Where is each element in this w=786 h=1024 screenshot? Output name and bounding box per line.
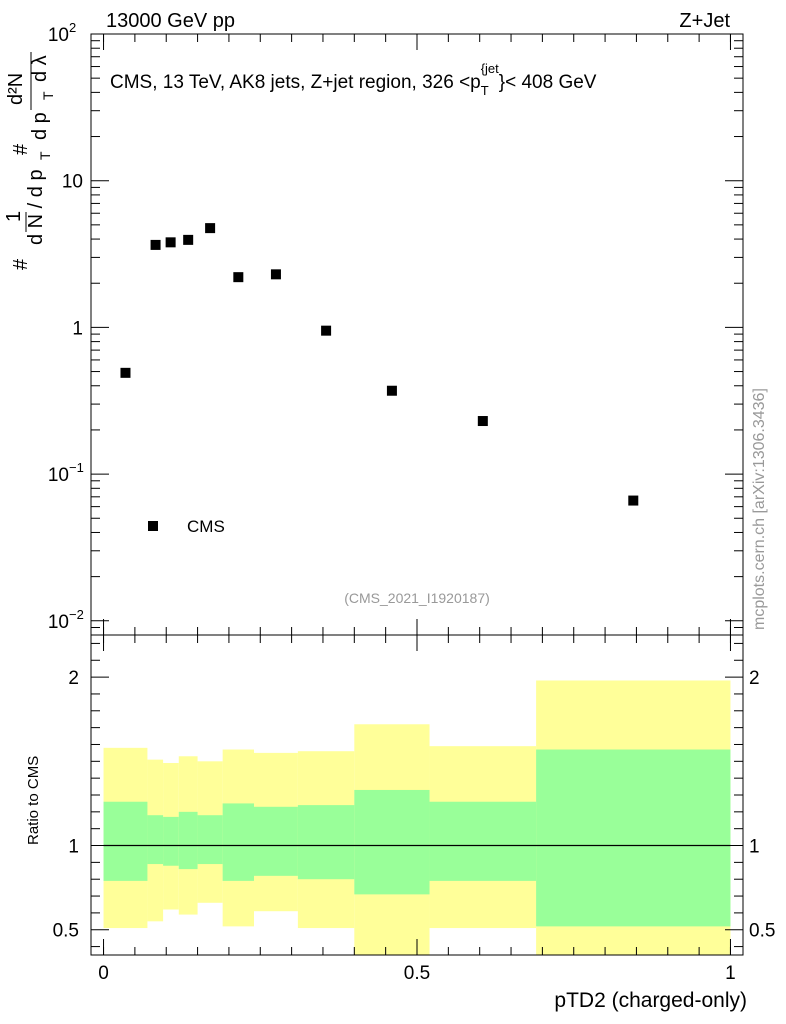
svg-text:#: #: [10, 258, 32, 270]
x-tick-label: 0.5: [404, 963, 430, 984]
stat-band-bin-3: [178, 811, 198, 870]
y-tick-label: 10: [48, 465, 69, 486]
svg-text:T: T: [40, 91, 56, 100]
y-tick-label: 10: [62, 172, 83, 193]
svg-text:1: 1: [3, 211, 25, 222]
x-axis-label: pTD2 (charged-only): [554, 989, 747, 1012]
stat-band-bin-10: [536, 749, 731, 927]
stat-band-bin-0: [103, 801, 148, 881]
svg-text:d N / d p: d N / d p: [25, 169, 47, 245]
plot-title-sub: T: [481, 83, 489, 98]
cms-data-point: [628, 495, 639, 506]
y-tick-label: 10: [48, 612, 69, 633]
legend-marker: [148, 521, 158, 531]
header-right: Z+Jet: [679, 10, 730, 32]
cms-data-point: [120, 367, 131, 378]
stat-band-bin-5: [222, 803, 254, 881]
stat-band-bin-8: [354, 789, 430, 895]
svg-text:d λ: d λ: [29, 55, 51, 82]
cms-data-point: [321, 325, 332, 336]
y-tick-label: 10: [48, 25, 69, 46]
ratio-y-tick-label-right: 2: [749, 668, 760, 689]
plot-title-main: CMS, 13 TeV, AK8 jets, Z+jet region, 326…: [110, 72, 481, 93]
cms-data-point: [386, 385, 397, 396]
legend: CMS: [148, 517, 225, 536]
cms-data-point: [205, 223, 216, 234]
stat-band-bin-6: [254, 806, 298, 876]
svg-text:T: T: [37, 151, 53, 160]
cms-data-point: [233, 272, 244, 283]
cms-data-point: [477, 416, 488, 427]
ratio-y-tick-label-left: 1: [68, 837, 79, 858]
cms-data-point: [165, 237, 176, 248]
analysis-id: (CMS_2021_I1920187): [344, 590, 490, 606]
stat-band-bin-1: [147, 815, 164, 865]
y-tick-exponent: 2: [69, 20, 76, 35]
ratio-y-tick-label-right: 0.5: [749, 921, 775, 942]
ratio-y-tick-label-right: 1: [749, 837, 760, 858]
plot-title: CMS, 13 TeV, AK8 jets, Z+jet region, 326…: [110, 61, 597, 98]
ratio-y-tick-label-left: 0.5: [53, 921, 79, 942]
ratio-y-tick-label-left: 2: [68, 668, 79, 689]
cms-data-point: [150, 239, 161, 250]
cms-data-point: [183, 234, 194, 245]
legend-label: CMS: [187, 517, 225, 536]
side-label: mcplots.cern.ch [arXiv:1306.3436]: [751, 388, 768, 630]
ratio-y-label: Ratio to CMS: [25, 756, 42, 845]
stat-band-bin-2: [163, 816, 179, 866]
stat-band-bin-9: [429, 801, 537, 881]
ratio-bands: [103, 680, 731, 955]
data-points: [120, 223, 639, 506]
stat-band-bin-4: [197, 815, 223, 865]
x-tick-label: 1: [725, 963, 736, 984]
y-tick-label: 1: [72, 318, 83, 339]
y-axis-label: # 1 d N / d p T # d²N d p T d λ: [3, 52, 56, 270]
stat-band-bin-7: [297, 805, 355, 880]
x-tick-label: 0: [98, 963, 109, 984]
svg-text:d²N: d²N: [5, 73, 27, 105]
svg-text:d p: d p: [29, 112, 51, 140]
header-left: 13000 GeV pp: [106, 10, 235, 32]
y-tick-exponent: −2: [69, 607, 84, 622]
y-tick-exponent: −1: [69, 460, 84, 475]
plot-title-sup: {jet: [481, 61, 499, 76]
cms-data-point: [270, 269, 281, 280]
top-frame: [90, 33, 744, 636]
plot-title-end: }< 408 GeV: [499, 72, 597, 93]
svg-text:#: #: [10, 143, 32, 155]
